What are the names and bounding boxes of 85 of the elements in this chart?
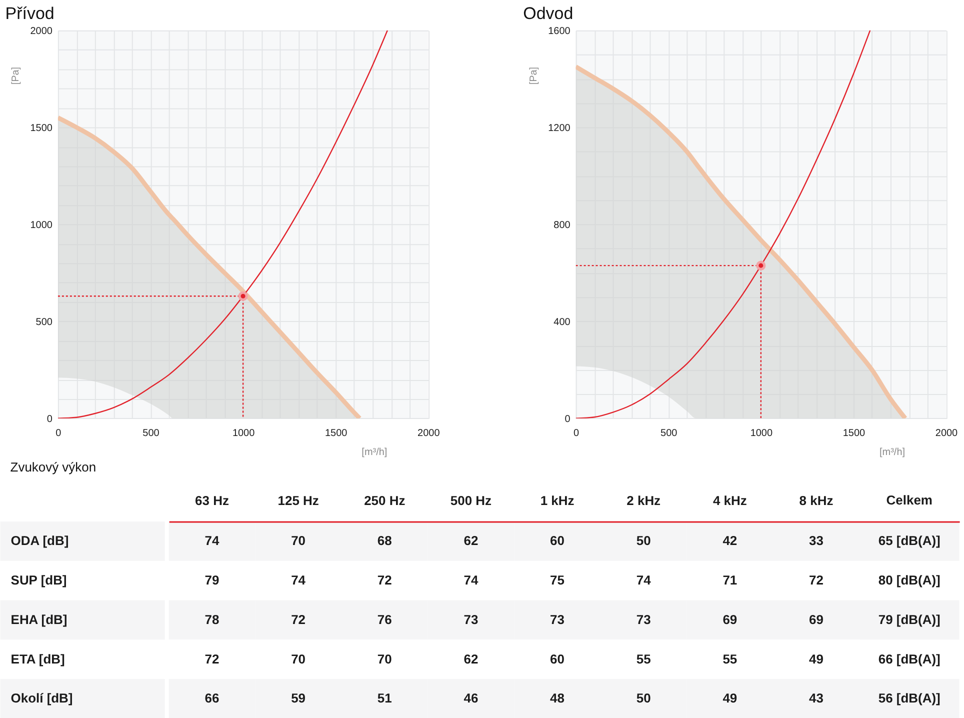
data-label: 76: [377, 612, 392, 627]
y2-tick-label: 79 [dB(A)]: [878, 612, 940, 627]
data-label: 75: [550, 572, 564, 588]
y-tick-label: 1000: [30, 220, 53, 231]
x-tick-label: 4 kHz: [712, 493, 748, 508]
x-tick-label: 1500: [842, 428, 866, 439]
data-label: 78: [204, 612, 220, 627]
x-tick-label: 8 kHz: [799, 493, 834, 508]
chart-title: Přívod: [5, 4, 54, 24]
y-tick-label: 800: [554, 220, 571, 231]
data-label: 49: [722, 690, 738, 706]
data-label: 72: [291, 612, 306, 627]
x-tick-label: 0: [574, 428, 580, 439]
data-label: 69: [722, 612, 738, 627]
data-label: 51: [377, 690, 392, 706]
chart-title: Odvod: [523, 4, 574, 24]
y-tick-label: 0: [564, 414, 571, 425]
x-tick-label: 1000: [750, 428, 773, 439]
x-tick-label: 250 Hz: [364, 493, 406, 508]
data-label: 71: [722, 572, 738, 588]
text: Zvukový výkon: [10, 460, 96, 475]
y-tick-label: Okolí [dB]: [10, 690, 73, 706]
data-label: 73: [464, 612, 478, 627]
y-tick-label: 0: [46, 414, 53, 425]
data-label: 70: [291, 651, 306, 666]
x-tick-label: 2000: [935, 428, 958, 439]
y-tick-label: 400: [554, 316, 571, 328]
data-label: 62: [464, 651, 478, 666]
y2-tick-label: 65 [dB(A)]: [878, 533, 940, 548]
data-label: 66: [204, 690, 220, 706]
data-label: 72: [809, 572, 824, 588]
x-tick-label: 500: [142, 428, 160, 439]
data-label: 74: [636, 572, 652, 588]
data-label: 48: [550, 690, 564, 706]
y-tick-label: 1200: [548, 122, 571, 134]
y2-tick-label: 56 [dB(A)]: [878, 690, 940, 706]
x-tick-label: 500: [660, 428, 678, 439]
data-label: 74: [464, 572, 479, 588]
data-label: 72: [204, 651, 220, 666]
x-tick-label: 500 Hz: [450, 493, 492, 508]
x-axis-title: [m³/h]: [362, 446, 388, 458]
data-label: 74: [204, 533, 220, 548]
y-tick-label: EHA [dB]: [10, 612, 68, 627]
x-tick-label: 125 Hz: [278, 493, 320, 508]
data-label: 72: [377, 572, 392, 588]
data-label: 33: [809, 533, 824, 548]
data-label: 59: [291, 690, 306, 706]
data-label: 50: [636, 690, 651, 706]
y2-tick-label: 80 [dB(A)]: [878, 572, 940, 588]
y-tick-label: ETA [dB]: [10, 651, 65, 666]
data-label: 69: [809, 612, 824, 627]
data-label: 60: [550, 651, 564, 666]
x-tick-label: 63 Hz: [195, 493, 230, 508]
y-axis-title: [Pa]: [10, 66, 22, 85]
data-label: 55: [722, 651, 738, 666]
x-tick-label: 1500: [325, 428, 348, 439]
data-label: 70: [377, 651, 392, 666]
x-tick-label: 2 kHz: [626, 493, 662, 508]
data-label: 55: [636, 651, 651, 666]
x-tick-label: 2000: [418, 428, 440, 439]
y-tick-label: 500: [36, 316, 53, 328]
data-label: 74: [291, 572, 306, 588]
data-label: 73: [550, 612, 564, 627]
data-label: 50: [636, 533, 651, 548]
y-tick-label: SUP [dB]: [10, 572, 67, 588]
y-tick-label: ODA [dB]: [10, 533, 69, 548]
data-label: 79: [204, 572, 220, 588]
x-tick-label: 1000: [232, 428, 256, 439]
y2-tick-label: 66 [dB(A)]: [878, 651, 940, 666]
data-label: 49: [809, 651, 824, 666]
data-label: 68: [377, 533, 392, 548]
y-tick-label: 2000: [30, 26, 53, 37]
data-label: 62: [464, 533, 478, 548]
data-label: 73: [636, 612, 651, 627]
data-label: 43: [809, 690, 824, 706]
x-axis-title: [m³/h]: [880, 446, 906, 458]
data-label: 70: [291, 533, 306, 548]
x-tick-label: 1 kHz: [540, 493, 575, 508]
data-label: 46: [464, 690, 478, 706]
data-label: 42: [722, 533, 738, 548]
y-tick-label: 1500: [30, 122, 53, 134]
data-label: 60: [550, 533, 564, 548]
y-axis-title: [Pa]: [528, 66, 540, 85]
y-tick-label: 1600: [548, 26, 571, 37]
y2-axis-title: Celkem: [886, 492, 932, 508]
